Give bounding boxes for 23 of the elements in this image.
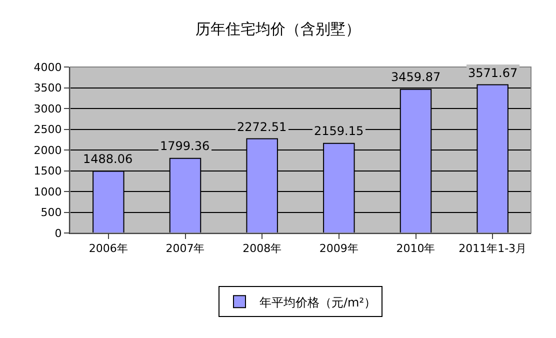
y-tick-label: 2500 [34,123,62,136]
data-label: 1799.36 [160,139,210,153]
y-tick-label: 0 [54,226,62,240]
data-label: 3571.67 [468,66,518,80]
y-tick-label: 3500 [34,82,62,95]
legend-label: 年平均价格（元/m²） [260,295,376,310]
x-tick-label: 2009年 [319,242,358,256]
x-tick-label: 2010年 [396,242,436,256]
y-tick-label: 500 [40,206,62,220]
x-tick-label: 2011年1-3月 [458,242,527,256]
data-label: 3459.87 [391,70,441,84]
x-tick-label: 2007年 [166,242,205,256]
y-tick-label: 1500 [34,164,62,178]
y-tick-label: 4000 [34,60,62,74]
y-tick-label: 2000 [34,144,62,157]
data-label: 2159.15 [314,124,364,138]
x-tick-label: 2008年 [242,242,282,256]
data-label: 1488.06 [83,152,133,166]
y-tick-label: 3000 [34,102,62,116]
x-tick-label: 2006年 [88,242,128,256]
chart-title: 历年住宅均价（含别墅） [196,20,360,38]
y-tick-label: 1000 [34,185,62,198]
data-label: 2272.51 [237,120,287,134]
